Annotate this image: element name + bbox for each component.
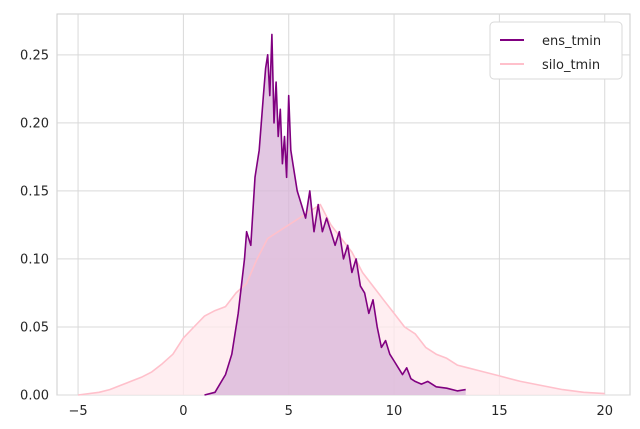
y-tick-label: 0.25 (20, 48, 49, 63)
line-ens-tmin (204, 33, 466, 396)
legend-label-ens-tmin: ens_tmin (542, 34, 601, 49)
series-lines (77, 33, 605, 396)
x-axis-ticks: −5 0 5 10 15 20 (68, 404, 613, 419)
legend: ens_tmin silo_tmin (489, 21, 623, 80)
line-silo-tmin (77, 203, 605, 396)
y-tick-label: 0.10 (20, 252, 49, 267)
y-axis-ticks: 0.00 0.05 0.10 0.15 0.20 0.25 (20, 48, 49, 403)
x-tick-label: 5 (285, 404, 293, 419)
y-tick-label: 0.20 (20, 116, 49, 131)
x-tick-label: 15 (491, 404, 508, 419)
y-tick-label: 0.05 (20, 320, 49, 335)
x-tick-label: 0 (179, 404, 187, 419)
area-ens-tmin (204, 34, 466, 396)
x-tick-label: −5 (68, 404, 87, 419)
y-tick-label: 0.15 (20, 184, 49, 199)
y-tick-label: 0.00 (20, 389, 49, 404)
x-tick-label: 20 (596, 404, 613, 419)
series-fills (78, 34, 605, 396)
x-tick-label: 10 (386, 404, 403, 419)
legend-label-silo-tmin: silo_tmin (542, 58, 600, 73)
